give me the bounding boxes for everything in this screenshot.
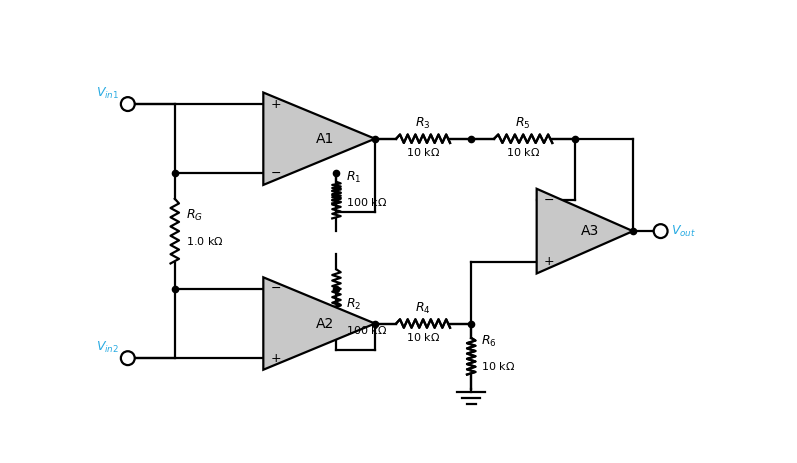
Circle shape <box>121 351 135 365</box>
Text: $R_6$: $R_6$ <box>481 333 497 349</box>
Circle shape <box>654 224 668 238</box>
Text: 10 k$\Omega$: 10 k$\Omega$ <box>481 360 516 372</box>
Polygon shape <box>263 93 375 185</box>
Text: $R_1$: $R_1$ <box>347 170 362 185</box>
Text: +: + <box>270 98 281 111</box>
Text: 100 k$\Omega$: 100 k$\Omega$ <box>347 324 387 336</box>
Text: $V_{out}$: $V_{out}$ <box>671 224 697 238</box>
Polygon shape <box>263 277 375 370</box>
Text: −: − <box>544 194 554 207</box>
Text: $R_G$: $R_G$ <box>186 208 203 224</box>
Text: $R_3$: $R_3$ <box>415 116 431 131</box>
Text: 1.0 k$\Omega$: 1.0 k$\Omega$ <box>186 235 224 247</box>
Text: 100 k$\Omega$: 100 k$\Omega$ <box>347 196 387 208</box>
Text: +: + <box>270 352 281 365</box>
Text: −: − <box>270 282 281 295</box>
Text: 10 k$\Omega$: 10 k$\Omega$ <box>406 331 440 343</box>
Text: A2: A2 <box>316 317 334 331</box>
Text: $V_{in1}$: $V_{in1}$ <box>96 86 120 101</box>
Text: 10 k$\Omega$: 10 k$\Omega$ <box>506 146 540 158</box>
Circle shape <box>121 97 135 111</box>
Text: A1: A1 <box>316 131 334 146</box>
Text: −: − <box>270 167 281 180</box>
Text: $R_4$: $R_4$ <box>415 301 431 316</box>
Text: A3: A3 <box>580 224 599 238</box>
Text: $R_5$: $R_5$ <box>516 116 531 131</box>
Text: 10 k$\Omega$: 10 k$\Omega$ <box>406 146 440 158</box>
Polygon shape <box>536 189 633 274</box>
Text: +: + <box>544 256 554 269</box>
Text: $R_2$: $R_2$ <box>347 297 362 312</box>
Text: $V_{in2}$: $V_{in2}$ <box>96 340 120 355</box>
